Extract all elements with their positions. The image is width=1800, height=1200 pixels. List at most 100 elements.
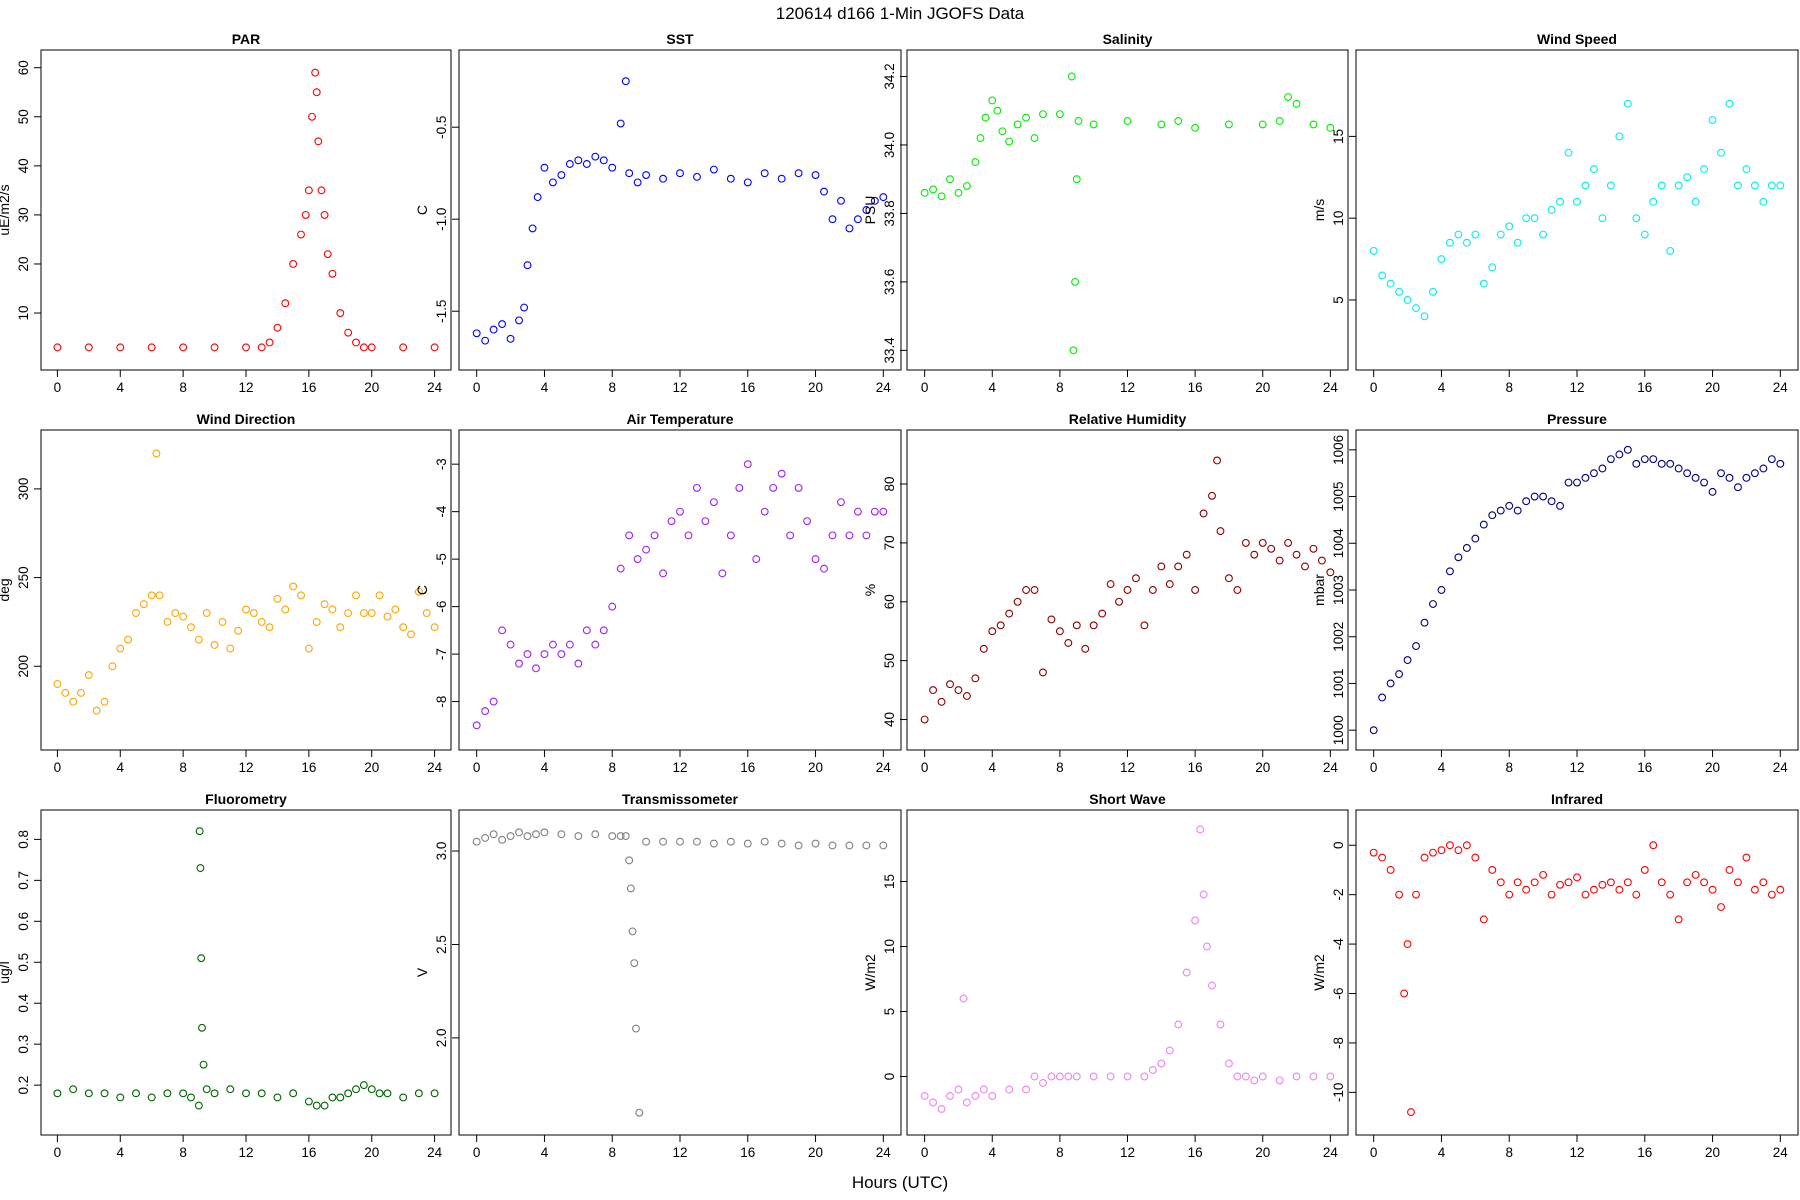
data-series (472, 828, 888, 1117)
y-tick-label: 300 (16, 478, 31, 501)
data-point (1429, 600, 1437, 608)
data-point (344, 328, 353, 337)
data-point (845, 531, 854, 540)
data-point (879, 193, 888, 202)
data-series (472, 77, 888, 345)
plot-frame (1355, 429, 1799, 751)
data-point (1759, 464, 1768, 473)
x-tick-label: 4 (541, 1145, 549, 1160)
data-point (1564, 878, 1573, 887)
data-point (633, 555, 642, 564)
data-point (163, 617, 172, 626)
data-point (743, 178, 752, 187)
data-point (979, 644, 988, 653)
data-point (1055, 110, 1064, 119)
data-point (1213, 456, 1222, 465)
x-tick-label: 8 (1505, 380, 1513, 395)
data-point (820, 187, 828, 196)
data-point (197, 954, 206, 963)
data-point (1573, 197, 1581, 206)
y-axis-label: ug/l (0, 961, 12, 984)
y-tick-label: -0.5 (434, 116, 449, 139)
data-point (1224, 120, 1233, 129)
data-point (481, 336, 490, 345)
data-point (1462, 238, 1471, 247)
data-point (946, 175, 954, 184)
data-point (1598, 880, 1607, 889)
data-point (565, 160, 574, 168)
data-point (988, 1092, 997, 1100)
data-point (1039, 110, 1047, 119)
data-point (139, 600, 148, 609)
data-point (1717, 148, 1725, 157)
data-point (1378, 271, 1387, 280)
data-point (1437, 846, 1446, 855)
data-point (430, 623, 439, 632)
data-point (1445, 238, 1454, 247)
data-point (1750, 885, 1759, 894)
panel-title: Short Wave (1089, 791, 1166, 807)
data-point (199, 1060, 208, 1069)
data-point (709, 165, 718, 174)
data-point (1522, 214, 1531, 223)
data-point (1030, 134, 1039, 143)
data-point (1039, 668, 1047, 677)
x-tick-label: 8 (179, 760, 187, 775)
x-tick-label: 16 (740, 760, 755, 775)
data-series (920, 825, 1335, 1113)
x-tick-label: 12 (238, 1145, 253, 1160)
data-point (1666, 890, 1675, 899)
data-point (1776, 181, 1785, 190)
data-point (399, 1093, 408, 1102)
data-point (574, 659, 583, 668)
data-point (336, 623, 345, 632)
data-point (1157, 1059, 1166, 1068)
data-point (498, 320, 507, 329)
data-point (1224, 574, 1233, 583)
data-point (515, 316, 523, 325)
data-point (1488, 866, 1497, 874)
data-point (1005, 609, 1014, 618)
data-point (811, 555, 820, 564)
data-point (929, 185, 938, 194)
data-point (988, 96, 997, 105)
data-point (242, 343, 250, 352)
data-point (1326, 123, 1335, 132)
data-point (557, 171, 566, 179)
data-point (1081, 644, 1090, 653)
data-point (523, 261, 532, 270)
x-tick-label: 20 (808, 1145, 823, 1160)
data-point (1725, 99, 1734, 108)
data-point (769, 483, 778, 492)
x-tick-label: 12 (672, 760, 687, 775)
data-point (1250, 550, 1259, 559)
y-axis-label: % (862, 584, 878, 596)
x-tick-label: 0 (473, 1145, 481, 1160)
data-point (650, 531, 659, 540)
data-point (1013, 597, 1022, 606)
x-tick-label: 12 (672, 380, 687, 395)
y-tick-label: 5 (882, 1008, 897, 1016)
data-point (1258, 120, 1267, 129)
data-point (937, 1105, 946, 1113)
data-point (308, 112, 316, 121)
y-tick-label: -1.0 (434, 208, 449, 231)
data-point (1386, 279, 1395, 288)
x-tick-label: 24 (876, 760, 892, 775)
x-tick-label: 16 (1637, 760, 1652, 775)
data-point (540, 828, 549, 837)
data-point (879, 507, 888, 516)
data-point (574, 832, 583, 841)
data-point (407, 630, 415, 639)
data-point (1742, 853, 1751, 862)
data-point (1292, 550, 1301, 559)
data-point (1767, 890, 1776, 899)
data-point (242, 605, 250, 614)
x-tick-label: 4 (1438, 1145, 1446, 1160)
y-tick-label: 15 (1331, 129, 1346, 144)
y-axis-label: W/m2 (862, 954, 878, 991)
data-point (937, 192, 946, 201)
data-point (1556, 501, 1565, 510)
data-point (879, 841, 888, 850)
data-point (489, 697, 498, 706)
